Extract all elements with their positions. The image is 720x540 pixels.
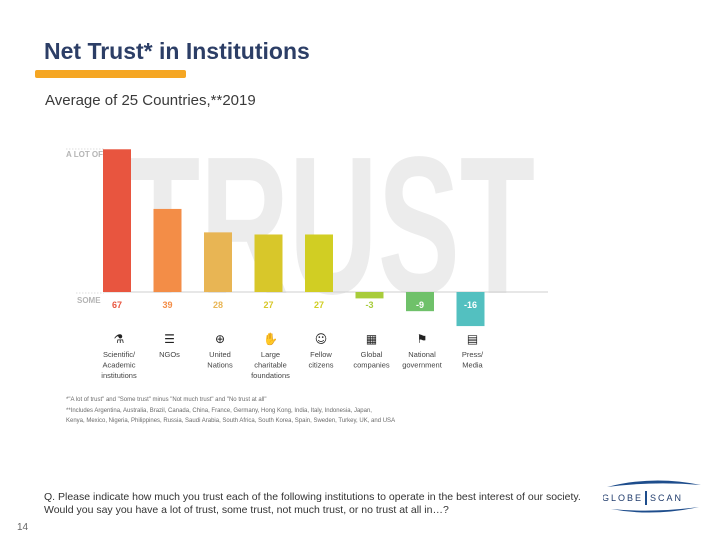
data-label: 67 — [112, 300, 122, 310]
page-number: 14 — [17, 522, 29, 533]
handshake-icon: ✋ — [263, 332, 278, 346]
category-label: United — [209, 350, 231, 359]
category-label: Global — [361, 350, 383, 359]
bar — [305, 234, 333, 292]
data-label: 28 — [213, 300, 223, 310]
bar — [456, 292, 485, 327]
globe-icon: ⊕ — [215, 332, 225, 346]
title-underline — [35, 70, 186, 78]
page-title: Net Trust* in Institutions — [44, 38, 310, 64]
category-label: citizens — [308, 361, 333, 370]
category-label: foundations — [251, 371, 290, 380]
category-label: National — [408, 350, 436, 359]
category-label: Large — [261, 350, 280, 359]
newspaper-icon: ▤ — [467, 332, 478, 346]
bar — [103, 149, 131, 292]
data-label: -16 — [464, 300, 477, 310]
data-label: 27 — [263, 300, 273, 310]
flask-icon: ⚗ — [114, 332, 125, 346]
category-label: companies — [353, 361, 390, 370]
footnote-2: **Includes Argentina, Australia, Brazil,… — [66, 408, 372, 414]
speech-bubble-icon: ☰ — [164, 332, 175, 346]
category-label: Press/ — [462, 350, 484, 359]
category-label: Scientific/ — [103, 350, 136, 359]
globescan-logo: GLOBE SCAN — [603, 480, 701, 513]
bar — [406, 292, 434, 312]
logo-swoosh — [607, 480, 701, 487]
axis-label-baseline: SOME — [77, 296, 101, 305]
category-label: Media — [462, 361, 483, 370]
category-label: NGOs — [159, 350, 180, 359]
logo-text-scan: SCAN — [650, 493, 683, 503]
people-icon: ☺ — [315, 332, 328, 346]
category-label: institutions — [101, 371, 137, 380]
logo-text-globe: GLOBE — [603, 493, 643, 503]
category-label: government — [402, 361, 443, 370]
axis-label-top: A LOT OF — [66, 150, 103, 159]
bar — [153, 208, 182, 292]
flag-icon: ⚑ — [417, 332, 428, 346]
logo-swoosh-bottom — [611, 507, 699, 513]
category-label: charitable — [254, 361, 287, 370]
logo-divider — [645, 491, 647, 505]
bar — [355, 292, 384, 299]
survey-question: Q. Please indicate how much you trust ea… — [44, 491, 581, 516]
category-label: Academic — [103, 361, 136, 370]
data-label: 27 — [314, 300, 324, 310]
grid-icon: ▦ — [366, 332, 377, 346]
chart-subtitle: Average of 25 Countries,**2019 — [45, 92, 256, 109]
footnote-3: Kenya, Mexico, Nigeria, Philippines, Rus… — [66, 418, 396, 424]
footnote-1: *"A lot of trust" and "Some trust" minus… — [66, 397, 267, 403]
category-label: Nations — [207, 361, 233, 370]
data-label: -3 — [365, 300, 373, 310]
data-label: -9 — [416, 300, 424, 310]
bar — [254, 234, 283, 292]
bar — [204, 232, 232, 292]
data-label: 39 — [162, 300, 172, 310]
category-label: Fellow — [310, 350, 332, 359]
